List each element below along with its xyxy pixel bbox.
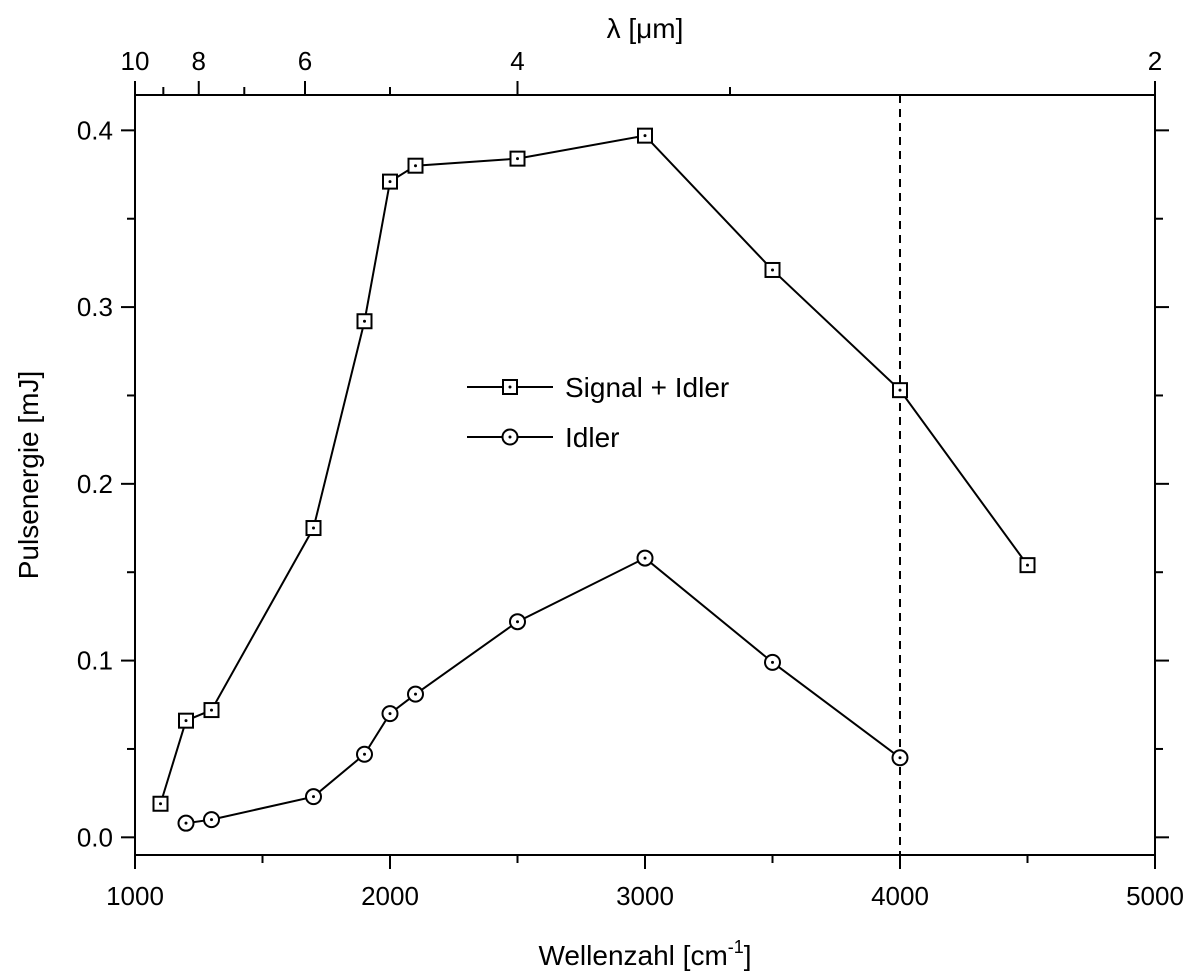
data-point-center	[210, 818, 213, 822]
data-point-center	[898, 388, 902, 392]
top-tick-label: 2	[1148, 46, 1162, 76]
data-point-center	[363, 752, 366, 756]
legend-label-signal: Signal + Idler	[565, 372, 729, 403]
data-series	[152, 127, 1036, 832]
data-point-center	[414, 164, 417, 168]
data-point-center	[414, 692, 417, 696]
x-tick-label: 4000	[871, 881, 929, 911]
data-point-center	[388, 712, 392, 716]
legend-label-idler: Idler	[565, 422, 619, 453]
x-tick-label: 1000	[106, 881, 164, 911]
series-line-0	[159, 134, 1029, 805]
series-line-1	[185, 556, 901, 825]
data-point-center	[643, 556, 647, 560]
y-tick-label: 0.2	[77, 469, 113, 499]
data-point-center	[516, 620, 519, 624]
data-point-center	[184, 719, 188, 723]
legend-marker-idler-dot	[508, 435, 512, 439]
x-axis-title: Wellenzahl [cm-1]	[538, 937, 751, 971]
data-point-center	[771, 268, 774, 272]
x-tick-label: 2000	[361, 881, 419, 911]
data-point-center	[312, 526, 315, 530]
plot-area	[134, 94, 1156, 856]
data-point-center	[771, 660, 774, 664]
data-point-center	[388, 180, 392, 184]
axis-ticks	[121, 81, 1169, 869]
data-point-center	[643, 134, 647, 138]
data-point-center	[184, 821, 188, 825]
data-point-center	[1026, 563, 1029, 567]
top-tick-label: 8	[192, 46, 206, 76]
data-point-center	[516, 157, 519, 161]
top-tick-label: 6	[298, 46, 312, 76]
y-tick-label: 0.0	[77, 822, 113, 852]
y-tick-label: 0.3	[77, 292, 113, 322]
legend: Signal + Idler Idler	[467, 372, 729, 453]
data-point-center	[312, 795, 315, 799]
x-tick-label: 5000	[1126, 881, 1184, 911]
data-point-center	[210, 708, 213, 712]
y-axis-title: Pulsenergie [mJ]	[13, 371, 44, 580]
y-tick-label: 0.1	[77, 646, 113, 676]
tick-labels: 1000 2000 3000 4000 5000 0.0 0.1 0.2 0.3 0.4 10 8 6 4…	[77, 46, 1184, 911]
top-tick-label: 4	[510, 46, 524, 76]
data-point-center	[363, 319, 366, 323]
x-axis-title-sup: -1	[728, 937, 744, 957]
y-tick-label: 0.4	[77, 115, 113, 145]
data-point-center	[898, 756, 902, 760]
x-axis-title-main: Wellenzahl [cm	[538, 940, 727, 971]
x-axis-title-end: ]	[744, 940, 752, 971]
top-axis-title: λ [μm]	[607, 13, 684, 44]
data-point-center	[159, 802, 162, 806]
x-tick-label: 3000	[616, 881, 674, 911]
top-tick-label: 10	[121, 46, 150, 76]
legend-marker-signal-dot	[508, 385, 512, 389]
